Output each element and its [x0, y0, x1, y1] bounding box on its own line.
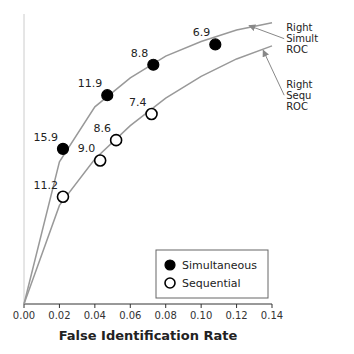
x-tick [201, 304, 202, 308]
filled-point [210, 39, 221, 50]
point-label: 11.9 [78, 77, 103, 90]
roc-curve [24, 46, 272, 304]
point-label: 6.9 [193, 26, 211, 39]
point-label: 11.2 [33, 179, 58, 192]
annotation-arrow [249, 26, 284, 39]
filled-point [102, 90, 113, 101]
x-tick-label: 0.14 [261, 310, 283, 321]
x-tick-label: 0.00 [13, 310, 35, 321]
x-tick [59, 304, 60, 308]
point-label: 9.0 [78, 142, 96, 155]
point-label: 8.8 [131, 47, 149, 60]
y-axis-line [24, 14, 25, 304]
annotation: RightSequROC [286, 79, 312, 112]
legend-marker [165, 278, 175, 288]
chart: 0.00 0.02 0.04 0.06 0.08 0.10 0.12 0.14 False Id… [0, 0, 354, 354]
point-label: 15.9 [33, 131, 58, 144]
x-tick [94, 304, 95, 308]
x-tick-label: 0.04 [84, 310, 106, 321]
legend: Simultaneous Sequential [156, 250, 268, 298]
x-tick [272, 304, 273, 308]
plot-area [24, 23, 272, 304]
labels: 15.9 11.9 8.8 6.9 11.2 9.0 8.6 7.4 [33, 26, 210, 191]
x-tick [130, 304, 131, 308]
x-tick [236, 304, 237, 308]
legend-marker [165, 260, 175, 270]
open-point [146, 109, 157, 120]
x-tick-label: 0.10 [190, 310, 212, 321]
open-point [57, 191, 68, 202]
open-point [95, 155, 106, 166]
x-tick-label: 0.02 [48, 310, 70, 321]
x-axis-label: False Identification Rate [59, 328, 238, 343]
legend-entry: Simultaneous [182, 259, 257, 272]
filled-point [148, 59, 159, 70]
x-tick-label: 0.08 [155, 310, 177, 321]
open-point [111, 135, 122, 146]
annotation: RightSimultROC [286, 22, 318, 55]
x-tick [165, 304, 166, 308]
legend-entry: Sequential [182, 277, 241, 290]
roc-curve [24, 23, 272, 304]
filled-point [57, 143, 68, 154]
point-label: 8.6 [94, 122, 112, 135]
x-axis-line [24, 304, 272, 305]
x-tick-label: 0.12 [225, 310, 247, 321]
point-label: 7.4 [129, 96, 147, 109]
annotation-arrow [263, 50, 284, 95]
legend-box [156, 250, 268, 298]
x-tick [24, 304, 25, 308]
x-tick-label: 0.06 [119, 310, 141, 321]
